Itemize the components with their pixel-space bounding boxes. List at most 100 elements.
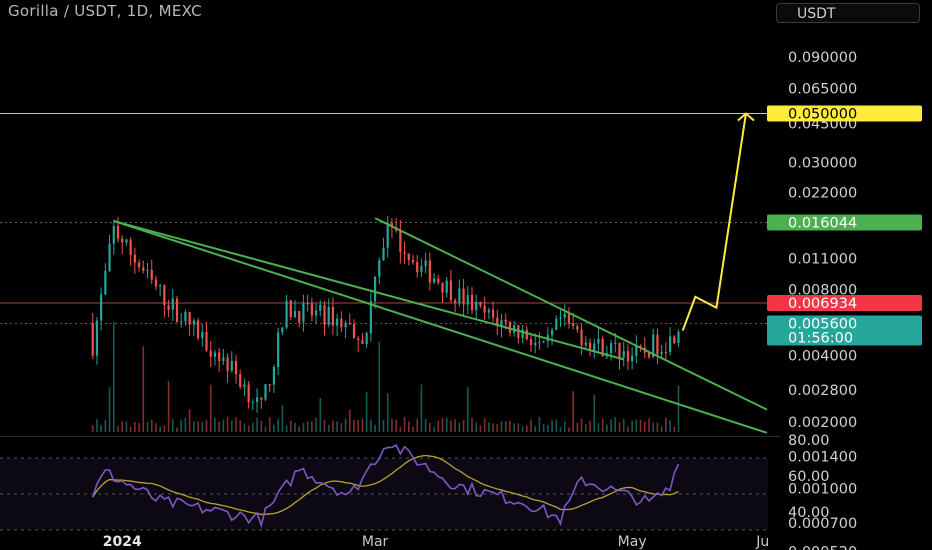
volume-bar — [513, 423, 515, 432]
volume-bar — [332, 420, 334, 432]
candle — [441, 282, 444, 293]
volume-bar — [597, 423, 600, 432]
candle — [580, 329, 583, 346]
volume-bar — [673, 426, 676, 432]
volume-bar — [176, 427, 178, 432]
price-label-text: 0.005600 — [788, 316, 857, 332]
price-tick-label: 0.001400 — [788, 449, 857, 465]
candle — [660, 351, 663, 355]
volume-bar — [252, 422, 254, 432]
candle — [171, 298, 174, 310]
volume-bar — [677, 385, 680, 432]
candle — [264, 384, 267, 400]
volume-bar — [403, 417, 406, 432]
candle — [432, 278, 436, 283]
candle — [369, 301, 372, 334]
price-tick-label: 0.065000 — [788, 81, 857, 97]
volume-bar — [643, 421, 646, 432]
volume-bar — [454, 419, 456, 432]
volume-bar — [117, 425, 119, 432]
volume-bar — [437, 420, 440, 432]
volume-bar — [382, 420, 385, 432]
volume-bar — [142, 346, 145, 432]
volume-bar — [184, 417, 187, 432]
volume-bar — [336, 421, 338, 432]
candle — [230, 360, 233, 371]
trendline — [113, 220, 624, 361]
candle — [336, 318, 339, 326]
rsi-ma-line — [92, 454, 679, 516]
candle — [390, 223, 394, 228]
volume-bar — [424, 418, 427, 432]
volume-bar — [610, 419, 612, 432]
volume-bar — [576, 422, 579, 432]
volume-bar — [167, 380, 170, 432]
candle — [500, 319, 503, 326]
candle — [129, 239, 132, 255]
volume-bar — [171, 419, 174, 432]
candle — [403, 251, 406, 254]
volume-bar — [138, 422, 140, 432]
price-tick-label: 0.030000 — [788, 156, 857, 172]
candle — [365, 333, 368, 345]
candle — [529, 339, 533, 346]
volume-bar — [294, 423, 296, 432]
candle — [159, 285, 162, 287]
volume-bar — [163, 425, 166, 432]
volume-bar — [323, 419, 326, 432]
candle — [112, 225, 115, 244]
volume-bar — [112, 322, 115, 432]
volume-bar — [559, 427, 562, 432]
volume-bar — [538, 416, 541, 432]
volume-bar — [572, 391, 574, 432]
candle — [298, 310, 301, 323]
volume-bar — [580, 418, 583, 432]
volume-bar — [618, 422, 621, 432]
candle — [483, 305, 486, 313]
volume-bar — [483, 418, 486, 432]
volume-bar — [639, 419, 642, 432]
volume-bar — [281, 404, 284, 432]
price-label-text: 0.016044 — [788, 216, 857, 232]
volume-bar — [479, 425, 482, 432]
volume-bar — [134, 421, 136, 432]
volume-bar — [500, 421, 503, 432]
candle — [593, 343, 596, 351]
currency-button[interactable]: USDT — [776, 3, 920, 23]
candle — [281, 327, 284, 333]
candle — [542, 341, 545, 343]
volume-bar — [193, 421, 195, 432]
candle — [133, 254, 136, 263]
price-tick-label: 0.022000 — [788, 185, 857, 201]
price-tick-label: 0.008000 — [788, 282, 857, 298]
candle — [635, 346, 638, 356]
volume-bar — [551, 420, 553, 432]
candle — [487, 309, 490, 313]
price-label-text: 0.050000 — [788, 107, 857, 123]
candle — [572, 323, 575, 327]
volume-bar — [96, 419, 98, 432]
volume-bar — [530, 419, 532, 432]
price-tick-label: 0.000700 — [788, 516, 857, 532]
volume-bar — [441, 418, 444, 432]
candle — [445, 280, 448, 293]
volume-bar — [525, 425, 528, 432]
price-label-down — [767, 294, 922, 311]
candle — [319, 304, 322, 311]
candle — [314, 310, 318, 316]
volume-bar — [311, 421, 313, 432]
volume-bar — [488, 422, 490, 432]
volume-bar — [247, 425, 250, 432]
x-tick-label: Ju — [755, 534, 769, 550]
volume-bar — [669, 420, 671, 432]
volume-bar — [534, 426, 537, 432]
volume-bar — [429, 422, 431, 432]
volume-bar — [445, 417, 448, 432]
candle — [116, 225, 120, 239]
candle — [306, 303, 309, 305]
volume-bar — [218, 421, 220, 432]
candle — [407, 253, 410, 261]
candle — [601, 338, 604, 357]
candle — [218, 352, 221, 362]
